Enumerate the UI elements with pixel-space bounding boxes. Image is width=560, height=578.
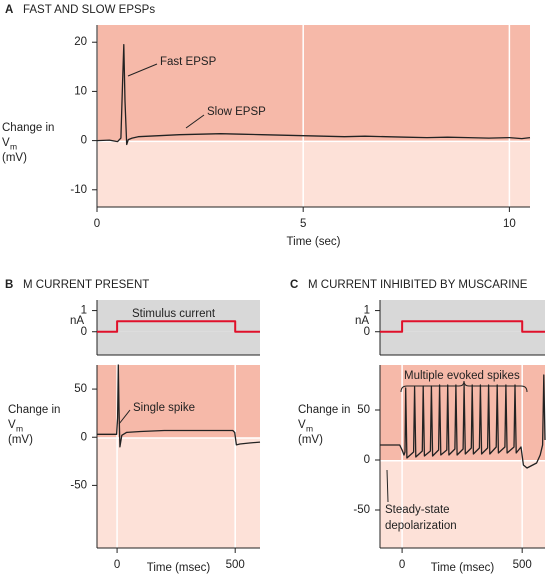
panel-letter: B xyxy=(5,279,13,291)
y-axis-label: V xyxy=(8,419,16,431)
annotation: Slow EPSP xyxy=(207,106,266,118)
y-tick-label: 0 xyxy=(81,431,87,443)
plot-bg-lower xyxy=(97,438,260,548)
annotation-pointer xyxy=(127,63,158,77)
x-tick-label: 0 xyxy=(114,559,120,571)
trace xyxy=(96,44,531,146)
x-tick-label: 500 xyxy=(226,559,245,571)
y-axis-label: Change in xyxy=(2,122,54,134)
y-tick-label: 1 xyxy=(81,305,87,317)
x-tick-label: 10 xyxy=(503,218,516,230)
y-tick-label: -50 xyxy=(70,479,87,491)
y-tick-label: 0 xyxy=(364,326,370,338)
plot-bg-lower xyxy=(380,461,545,548)
y-axis-label: nA xyxy=(355,315,369,327)
plot-bg-upper xyxy=(97,365,260,438)
trace xyxy=(380,374,546,469)
panel-letter: A xyxy=(5,4,13,16)
x-axis-label: Time (sec) xyxy=(287,236,341,248)
annotation-pointer xyxy=(185,114,205,129)
plot-bg-lower xyxy=(97,331,260,355)
annotation: Multiple evoked spikes xyxy=(404,370,520,382)
panel-title: FAST AND SLOW EPSPs xyxy=(23,4,155,16)
y-axis-label: V xyxy=(298,419,306,431)
y-tick-label: -10 xyxy=(70,184,87,196)
y-tick-label: 50 xyxy=(74,383,87,395)
annotation: Steady-state xyxy=(385,504,450,516)
plot-bg-lower xyxy=(97,142,530,207)
y-tick-label: 1 xyxy=(364,305,370,317)
trace xyxy=(97,364,261,448)
annotation: depolarization xyxy=(385,520,457,532)
panel-title: M CURRENT INHIBITED BY MUSCARINE xyxy=(308,279,528,291)
y-axis-label: Change in xyxy=(298,404,350,416)
x-tick-label: 0 xyxy=(399,559,405,571)
y-axis-label: m xyxy=(306,423,313,433)
panel-letter: C xyxy=(290,279,298,291)
y-axis-label: m xyxy=(16,423,23,433)
annotation: Stimulus current xyxy=(132,308,216,320)
y-tick-label: 10 xyxy=(74,85,87,97)
annotation-pointer xyxy=(386,469,389,503)
annotation-brace xyxy=(400,380,528,393)
y-tick-label: 20 xyxy=(74,36,87,48)
plot-bg-upper xyxy=(97,25,530,141)
trace xyxy=(380,320,545,333)
x-tick-label: 0 xyxy=(94,218,100,230)
y-axis-label: (mV) xyxy=(8,434,33,446)
annotation-pointer xyxy=(118,409,131,425)
y-tick-label: 50 xyxy=(357,404,370,416)
annotation: Single spike xyxy=(133,402,195,414)
y-tick-label: 0 xyxy=(81,326,87,338)
y-tick-label: -50 xyxy=(353,504,370,516)
y-axis-label: m xyxy=(10,141,17,151)
plot-bg-upper xyxy=(380,365,545,460)
plot-bg-upper xyxy=(380,300,545,332)
panel-title: M CURRENT PRESENT xyxy=(23,279,149,291)
y-axis-label: Change in xyxy=(8,404,60,416)
trace xyxy=(97,320,260,333)
x-axis-label: Time (msec) xyxy=(431,562,495,574)
x-tick-label: 5 xyxy=(300,218,306,230)
plot-bg-upper xyxy=(97,300,260,332)
y-tick-label: 0 xyxy=(81,135,87,147)
y-axis-label: V xyxy=(2,137,10,149)
y-axis-label: nA xyxy=(70,315,84,327)
y-tick-label: 0 xyxy=(364,454,370,466)
annotation: Fast EPSP xyxy=(160,56,217,68)
y-axis-label: (mV) xyxy=(298,434,323,446)
y-axis-label: (mV) xyxy=(2,152,27,164)
x-axis-label: Time (msec) xyxy=(147,562,211,574)
plot-bg-lower xyxy=(380,331,545,355)
x-tick-label: 500 xyxy=(513,559,532,571)
